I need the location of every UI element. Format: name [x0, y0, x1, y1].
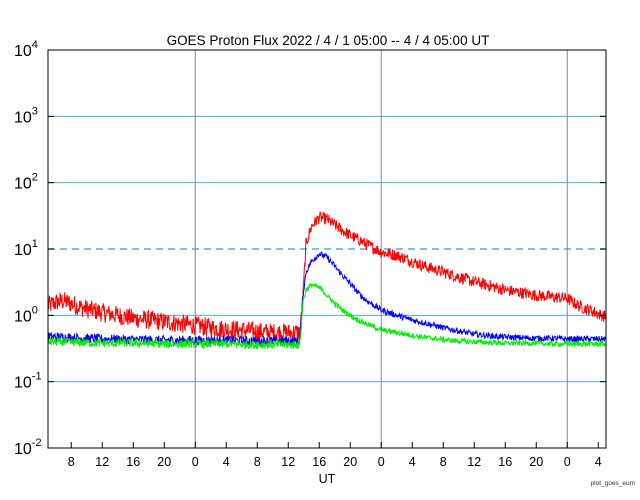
y-tick-label: 104 [14, 39, 38, 60]
x-tick-label: 20 [157, 455, 171, 469]
y-tick-label: 101 [14, 238, 38, 259]
x-tick-label: 0 [378, 455, 385, 469]
x-tick-label: 4 [595, 455, 602, 469]
x-tick-label: 8 [68, 455, 75, 469]
series-green-line-group [47, 281, 607, 351]
series-blue-line [47, 251, 607, 348]
y-tick-label: 102 [14, 172, 38, 193]
x-axis-ticks: 8 12 16 20 0 4 8 12 16 20 0 4 8 12 16 20 0 4 [68, 442, 602, 469]
x-tick-label: 16 [126, 455, 140, 469]
x-tick-label: 12 [95, 455, 109, 469]
x-tick-label: 12 [281, 455, 295, 469]
x-tick-label: 16 [498, 455, 512, 469]
y-axis-ticks: 10-2 10-1 100 101 102 103 104 [14, 39, 606, 458]
x-axis-label: UT [319, 472, 336, 486]
x-tick-label: 12 [467, 455, 481, 469]
x-tick-label: 16 [312, 455, 326, 469]
x-tick-label: 8 [254, 455, 261, 469]
series-layer [47, 211, 607, 351]
x-tick-label: 4 [223, 455, 230, 469]
chart-title: GOES Proton Flux 2022 / 4 / 1 05:00 -- 4… [167, 33, 490, 48]
x-tick-label: 20 [529, 455, 543, 469]
y-tick-label: 10-1 [14, 371, 42, 392]
series-red-line [47, 211, 607, 343]
series-blue-line-group [47, 251, 607, 348]
x-tick-label: 4 [409, 455, 416, 469]
y-tick-label: 103 [14, 105, 38, 126]
x-tick-label: 8 [440, 455, 447, 469]
y-tick-label: 100 [14, 304, 38, 325]
gridlines [48, 50, 606, 448]
x-tick-label: 20 [343, 455, 357, 469]
x-tick-label: 0 [192, 455, 199, 469]
series-green-line [47, 281, 606, 351]
y-tick-label: 10-2 [14, 437, 42, 458]
series-red-line-group [47, 211, 607, 343]
x-tick-label: 0 [564, 455, 571, 469]
credit-label: plot_goes_eum [591, 480, 635, 487]
